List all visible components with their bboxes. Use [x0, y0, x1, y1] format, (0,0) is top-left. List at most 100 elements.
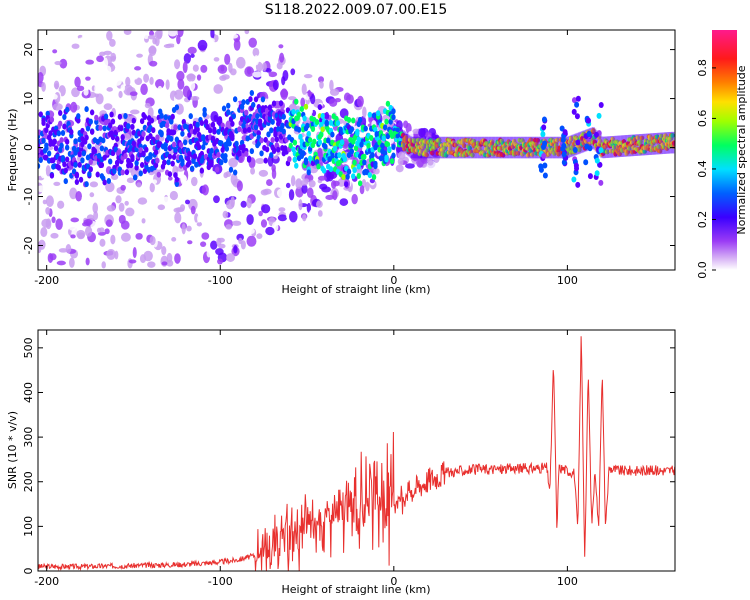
heatmap-cell [371, 174, 377, 181]
heatmap-cell [167, 153, 173, 160]
heatmap-cell [96, 227, 102, 233]
heatmap-cell [167, 171, 173, 178]
heatmap-cell [149, 182, 155, 193]
heatmap-cell [229, 33, 239, 39]
heatmap-cell [206, 227, 215, 234]
heatmap-cell [522, 136, 526, 159]
heatmap-cell [190, 205, 196, 215]
heatmap-cell [448, 136, 452, 159]
heatmap-cell [141, 150, 146, 157]
heatmap-cell [391, 108, 396, 115]
x-tick-label: -200 [34, 575, 59, 588]
heatmap-cell [440, 136, 444, 159]
heatmap-cell [248, 37, 257, 48]
heatmap-cell [450, 136, 454, 159]
heatmap-cell [380, 142, 385, 149]
heatmap-cell [437, 137, 442, 143]
heatmap-cell [147, 34, 156, 40]
heatmap-cell [232, 96, 238, 103]
heatmap-cell [382, 124, 388, 131]
heatmap-cell [530, 152, 535, 158]
heatmap-cell [479, 136, 483, 159]
x-tick-label: -100 [208, 575, 233, 588]
heatmap-cell [62, 73, 72, 79]
heatmap-cell [225, 170, 232, 178]
heatmap-cell [605, 149, 610, 155]
heatmap-cell [218, 243, 226, 249]
heatmap-cell [114, 159, 120, 166]
heatmap-cell [363, 125, 368, 132]
heatmap-cell [196, 221, 203, 227]
heatmap-cell [644, 133, 648, 156]
heatmap-cell [385, 133, 391, 140]
heatmap-cell [169, 190, 179, 201]
heatmap-cell [164, 122, 170, 129]
heatmap-cell [280, 122, 285, 129]
heatmap-cell [192, 64, 199, 72]
heatmap-cell [541, 124, 547, 131]
heatmap-cell [159, 131, 164, 138]
heatmap-cell [317, 104, 323, 111]
heatmap-cell [627, 145, 632, 151]
heatmap-cell [512, 136, 516, 159]
heatmap-cell [362, 106, 367, 118]
heatmap-cell [584, 143, 590, 150]
colorbar-gradient [712, 30, 737, 270]
heatmap-cell [149, 117, 155, 124]
heatmap-cell [571, 108, 577, 115]
heatmap-cell [430, 150, 435, 156]
heatmap-cell [385, 141, 391, 148]
heatmap-cell [40, 167, 46, 179]
heatmap-cell [56, 242, 64, 248]
heatmap-cell [487, 136, 491, 159]
heatmap-cell [263, 136, 268, 143]
heatmap-cell [62, 123, 67, 130]
heatmap-cell [593, 128, 597, 151]
heatmap-cell [300, 69, 306, 80]
heatmap-cell [48, 130, 53, 137]
heatmap-cell [319, 80, 324, 89]
heatmap-cell [185, 199, 190, 205]
heatmap-cell [173, 41, 179, 51]
heatmap-cell [555, 136, 559, 159]
heatmap-cell [371, 112, 377, 119]
heatmap-cell [294, 98, 299, 105]
heatmap-cell [195, 126, 200, 133]
x-tick-label: -100 [208, 274, 233, 287]
heatmap-cell [85, 76, 91, 81]
figure-title: S118.2022.009.07.00.E15 [265, 2, 448, 18]
y-tick-label: 300 [22, 427, 35, 448]
heatmap-cell [468, 136, 472, 159]
heatmap-cell [288, 96, 297, 101]
heatmap-cell [137, 197, 148, 205]
heatmap-cell [261, 62, 267, 72]
heatmap-cell [148, 153, 153, 160]
heatmap-cell [572, 134, 576, 156]
heatmap-cell [568, 135, 572, 158]
heatmap-cell [300, 97, 306, 108]
heatmap-cell [200, 241, 207, 247]
heatmap-cell [249, 89, 255, 96]
heatmap-cell [173, 172, 178, 179]
heatmap-cell [511, 136, 515, 159]
heatmap-cell [384, 156, 389, 163]
heatmap-cell [144, 102, 151, 109]
colorbar-tick-label: 0.8 [696, 59, 709, 77]
heatmap-cell [98, 124, 103, 131]
heatmap-cell [421, 136, 425, 159]
heatmap-cell [99, 162, 105, 169]
heatmap-cell [244, 30, 250, 35]
heatmap-cell [261, 204, 271, 214]
heatmap-cell [75, 190, 82, 202]
heatmap-cell [298, 133, 303, 140]
heatmap-cell [38, 241, 42, 254]
heatmap-cell [290, 68, 296, 76]
heatmap-cell [225, 224, 232, 230]
heatmap-cell [129, 109, 140, 115]
heatmap-cell [352, 166, 357, 173]
heatmap-cell [134, 164, 139, 171]
heatmap-cell [444, 136, 448, 159]
heatmap-cell [45, 165, 51, 177]
heatmap-cell [49, 172, 55, 179]
heatmap-cell [144, 146, 149, 153]
